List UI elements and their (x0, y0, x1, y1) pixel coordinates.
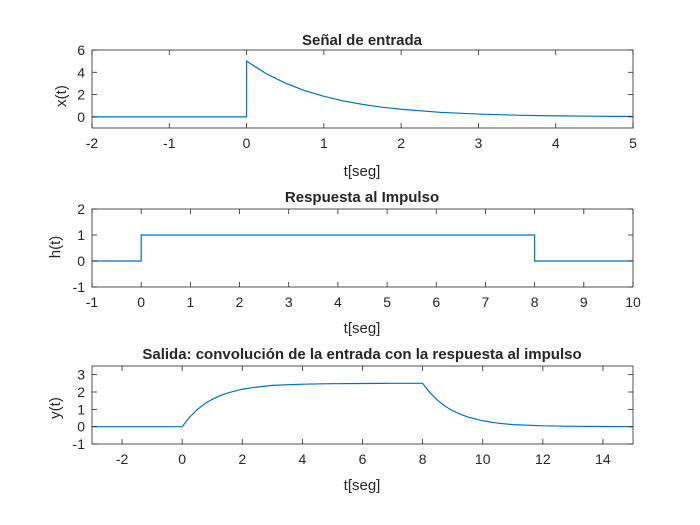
x-tick-label: -1 (163, 135, 176, 151)
x-tick-label: 5 (383, 294, 391, 310)
y-tick-label: 2 (77, 87, 85, 103)
x-tick-label: -2 (86, 135, 99, 151)
x-tick-label: -2 (116, 451, 129, 467)
y-tick-label: 0 (77, 109, 85, 125)
y-tick-label: 2 (77, 201, 85, 217)
series-line (92, 234, 633, 262)
y-tick-label: 3 (77, 367, 85, 383)
subplot-input-signal: Señal de entrada -2 -1 0 1 2 3 4 5 0 2 4 6 t[seg] x… (53, 32, 637, 180)
y-axis-label: x(t) (53, 85, 70, 107)
y-tick-label: 0 (77, 419, 85, 435)
x-tick-label: 14 (595, 451, 611, 467)
y-tick-label: 6 (77, 42, 85, 58)
subplot-output-signal: Salida: convolución de la entrada con la… (47, 346, 634, 494)
plot-area: -1 0 1 2 3 4 5 6 7 8 9 10 -1 0 1 2 (73, 201, 641, 310)
y-tick-label: 4 (77, 64, 85, 80)
x-tick-label: 1 (320, 135, 328, 151)
x-tick-label: 4 (552, 135, 560, 151)
x-tick-label: 2 (397, 135, 405, 151)
chart-title: Señal de entrada (302, 32, 423, 49)
axes-background (92, 366, 633, 444)
plot-area: -2 -1 0 1 2 3 4 5 0 2 4 6 (77, 42, 637, 151)
y-tick-label: 1 (77, 401, 85, 417)
series-line (92, 60, 634, 118)
series-line (92, 382, 634, 428)
x-tick-label: 0 (243, 135, 251, 151)
y-axis-label: y(t) (47, 397, 64, 419)
axes-box (91, 49, 634, 129)
x-tick-label: 0 (137, 294, 145, 310)
x-tick-label: 7 (482, 294, 490, 310)
x-tick-label: 10 (475, 451, 491, 467)
y-tick-label: 2 (77, 384, 85, 400)
x-tick-label: 10 (625, 294, 641, 310)
x-tick-label: 6 (359, 451, 367, 467)
x-axis-label: t[seg] (344, 477, 381, 494)
y-tick-label: 0 (77, 253, 85, 269)
y-axis-label: h(t) (47, 236, 64, 259)
chart-title: Salida: convolución de la entrada con la… (142, 346, 581, 363)
axes-box (91, 208, 634, 288)
y-tick-label: 1 (77, 227, 85, 243)
x-tick-label: -1 (86, 294, 99, 310)
x-tick-label: 5 (629, 135, 637, 151)
x-tick-label: 2 (238, 451, 246, 467)
x-tick-label: 8 (531, 294, 539, 310)
x-tick-label: 4 (298, 451, 306, 467)
x-tick-label: 3 (475, 135, 483, 151)
x-tick-label: 12 (535, 451, 551, 467)
y-tick-label: -1 (73, 436, 86, 452)
x-tick-label: 6 (432, 294, 440, 310)
subplot-impulse-response: Respuesta al Impulso -1 0 1 2 3 4 5 6 7 8 9 10 -1 0 1 2… (47, 189, 641, 337)
x-tick-label: 9 (580, 294, 588, 310)
x-axis-label: t[seg] (344, 320, 381, 337)
x-tick-label: 3 (285, 294, 293, 310)
x-tick-label: 8 (419, 451, 427, 467)
chart-title: Respuesta al Impulso (285, 189, 439, 206)
axes-background (92, 209, 633, 287)
x-tick-label: 4 (334, 294, 342, 310)
x-tick-label: 2 (236, 294, 244, 310)
x-tick-label: 1 (186, 294, 194, 310)
x-axis-label: t[seg] (344, 163, 381, 180)
x-tick-label: 0 (178, 451, 186, 467)
axes-background (92, 50, 633, 128)
y-tick-label: -1 (73, 279, 86, 295)
